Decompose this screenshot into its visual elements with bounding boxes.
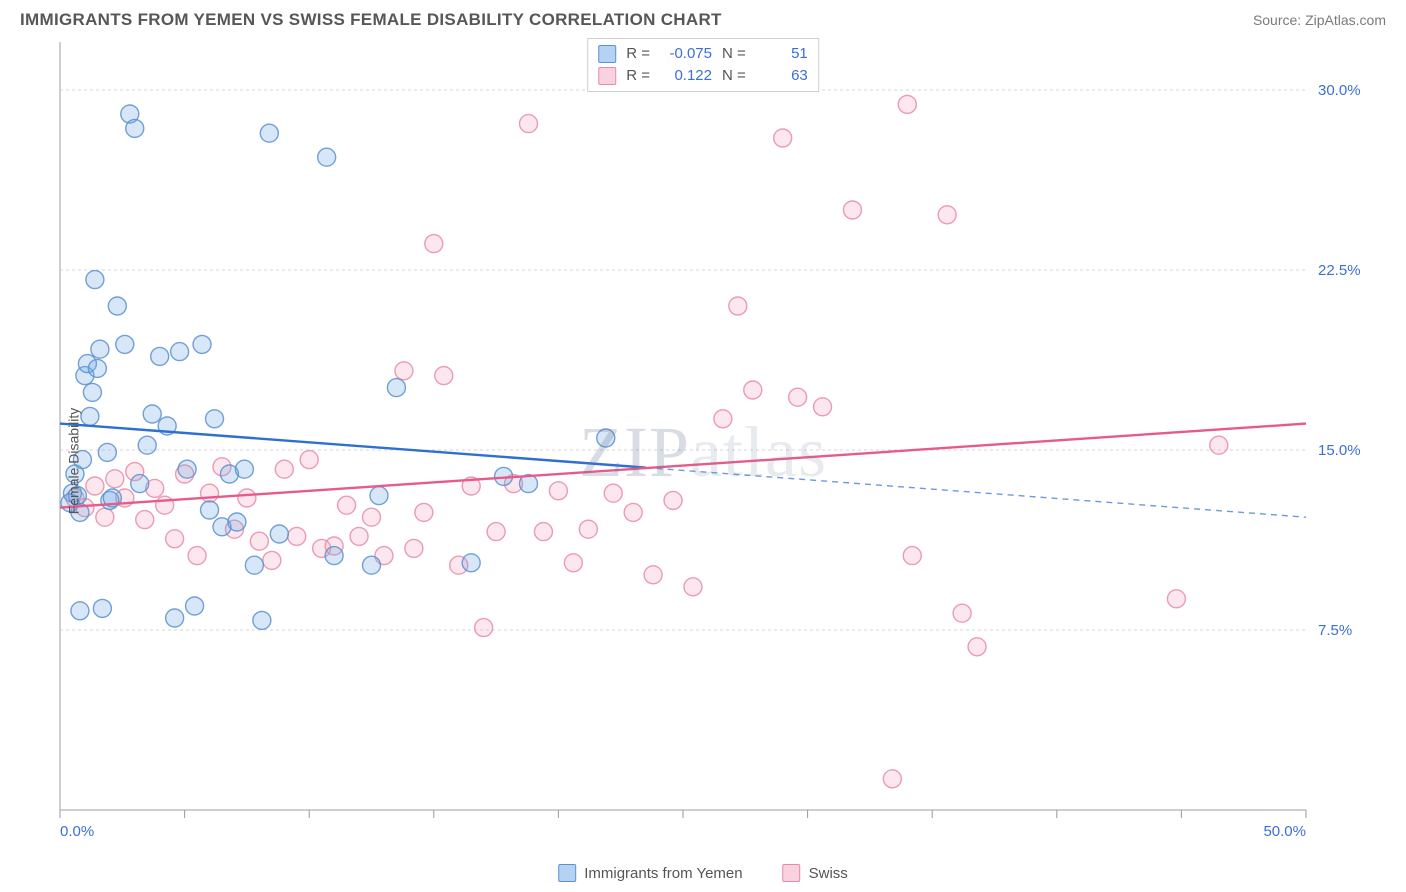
correlation-legend: R = -0.075 N = 51 R = 0.122 N = 63 bbox=[587, 38, 819, 92]
r-value-yemen: -0.075 bbox=[660, 43, 712, 65]
swatch-icon bbox=[783, 864, 801, 882]
corr-row-yemen: R = -0.075 N = 51 bbox=[598, 43, 808, 65]
svg-text:7.5%: 7.5% bbox=[1318, 622, 1352, 639]
n-value-yemen: 51 bbox=[756, 43, 808, 65]
n-label: N = bbox=[722, 65, 746, 87]
legend-label: Swiss bbox=[809, 865, 848, 882]
r-label: R = bbox=[626, 43, 650, 65]
n-label: N = bbox=[722, 43, 746, 65]
chart-title: IMMIGRANTS FROM YEMEN VS SWISS FEMALE DI… bbox=[20, 10, 722, 30]
legend-label: Immigrants from Yemen bbox=[584, 865, 742, 882]
legend-item-swiss: Swiss bbox=[783, 864, 848, 882]
svg-text:30.0%: 30.0% bbox=[1318, 82, 1361, 99]
swatch-icon bbox=[558, 864, 576, 882]
legend-item-yemen: Immigrants from Yemen bbox=[558, 864, 742, 882]
source-label: Source: ZipAtlas.com bbox=[1253, 12, 1386, 28]
scatter-chart: 7.5% 15.0% 22.5% 30.0% 0.0% 50.0% bbox=[20, 38, 1386, 858]
y-axis-label: Female Disability bbox=[65, 408, 81, 515]
series-legend: Immigrants from Yemen Swiss bbox=[558, 864, 848, 882]
swatch-icon bbox=[598, 45, 616, 63]
corr-row-swiss: R = 0.122 N = 63 bbox=[598, 65, 808, 87]
chart-area: Female Disability ZIPatlas 7.5%15.0%22.5… bbox=[20, 38, 1386, 884]
svg-text:22.5%: 22.5% bbox=[1318, 262, 1361, 279]
r-value-swiss: 0.122 bbox=[660, 65, 712, 87]
svg-text:15.0%: 15.0% bbox=[1318, 442, 1361, 459]
r-label: R = bbox=[626, 65, 650, 87]
n-value-swiss: 63 bbox=[756, 65, 808, 87]
swatch-icon bbox=[598, 67, 616, 85]
svg-text:50.0%: 50.0% bbox=[1263, 823, 1306, 840]
svg-text:0.0%: 0.0% bbox=[60, 823, 94, 840]
